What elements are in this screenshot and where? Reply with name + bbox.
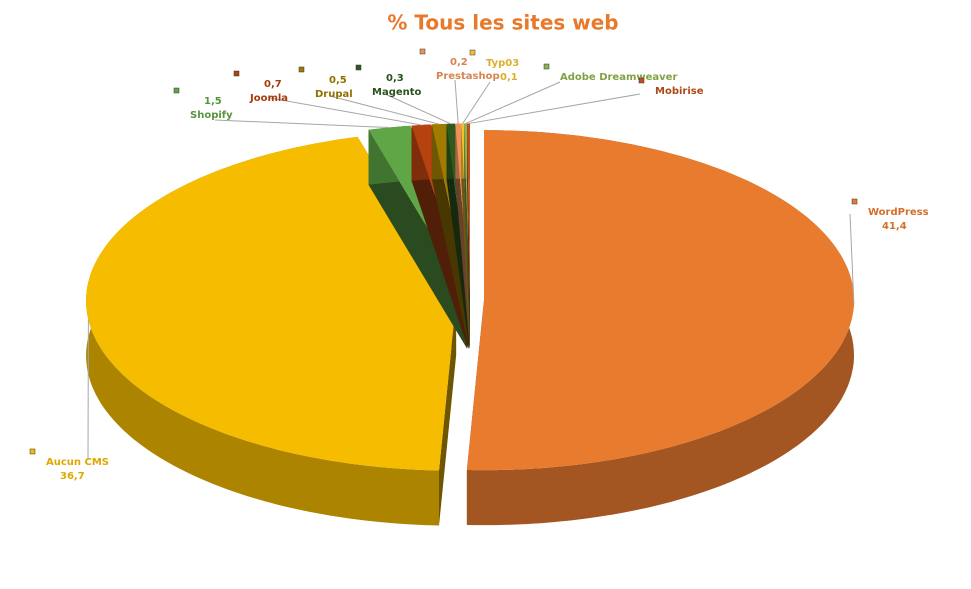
category-label: Typ03 bbox=[486, 58, 519, 69]
category-label: Drupal bbox=[315, 89, 353, 100]
legend-key bbox=[543, 63, 550, 70]
category-label: Joomla bbox=[249, 93, 288, 104]
leader-line bbox=[384, 93, 451, 125]
legend-key bbox=[419, 48, 426, 55]
slice-face bbox=[464, 123, 470, 349]
legend-key bbox=[469, 49, 476, 56]
leader-line bbox=[214, 119, 390, 129]
value-label: 41,4 bbox=[882, 221, 907, 232]
category-label: Shopify bbox=[190, 110, 233, 121]
legend-key bbox=[355, 64, 362, 71]
chart-title: % Tous les sites web bbox=[387, 11, 618, 35]
slice-face bbox=[455, 123, 470, 349]
slice-top bbox=[466, 130, 854, 471]
value-label: 0,5 bbox=[329, 75, 347, 86]
pie-slice bbox=[466, 130, 854, 526]
value-label: 0,3 bbox=[386, 73, 404, 84]
legend-key bbox=[851, 198, 858, 205]
slice-top bbox=[86, 136, 457, 471]
leader-line bbox=[465, 81, 561, 125]
slice-face bbox=[461, 123, 470, 349]
pie-slice bbox=[467, 123, 470, 349]
value-label: 1,5 bbox=[204, 96, 222, 107]
leader-line bbox=[454, 79, 459, 124]
value-label: 0,2 bbox=[450, 57, 468, 68]
slice-face bbox=[431, 124, 469, 349]
leader-line bbox=[849, 213, 855, 305]
legend-key bbox=[233, 70, 240, 77]
leader-line bbox=[468, 93, 641, 125]
leader-line bbox=[269, 97, 422, 126]
legend-key bbox=[173, 87, 180, 94]
leader-line bbox=[462, 81, 491, 124]
slice-face bbox=[467, 123, 470, 349]
legend-key bbox=[638, 77, 645, 84]
category-label: Aucun CMS bbox=[46, 457, 109, 468]
slice-face bbox=[439, 300, 457, 526]
legend-key bbox=[29, 448, 36, 455]
category-label: Magento bbox=[372, 87, 422, 98]
category-label: WordPress bbox=[868, 207, 929, 218]
category-label: Adobe Dreamweaver bbox=[560, 72, 677, 83]
value-label: 36,7 bbox=[60, 471, 85, 482]
category-label: Mobirise bbox=[655, 86, 704, 97]
category-label: Prestashop bbox=[436, 71, 500, 82]
slice-top bbox=[467, 123, 470, 294]
slice-face bbox=[411, 125, 469, 349]
legend-key bbox=[298, 66, 305, 73]
slice-face bbox=[368, 129, 468, 349]
leader-line bbox=[329, 95, 440, 125]
value-label: 0,1 bbox=[500, 72, 518, 83]
value-label: 0,7 bbox=[264, 79, 282, 90]
slice-face bbox=[446, 123, 470, 349]
